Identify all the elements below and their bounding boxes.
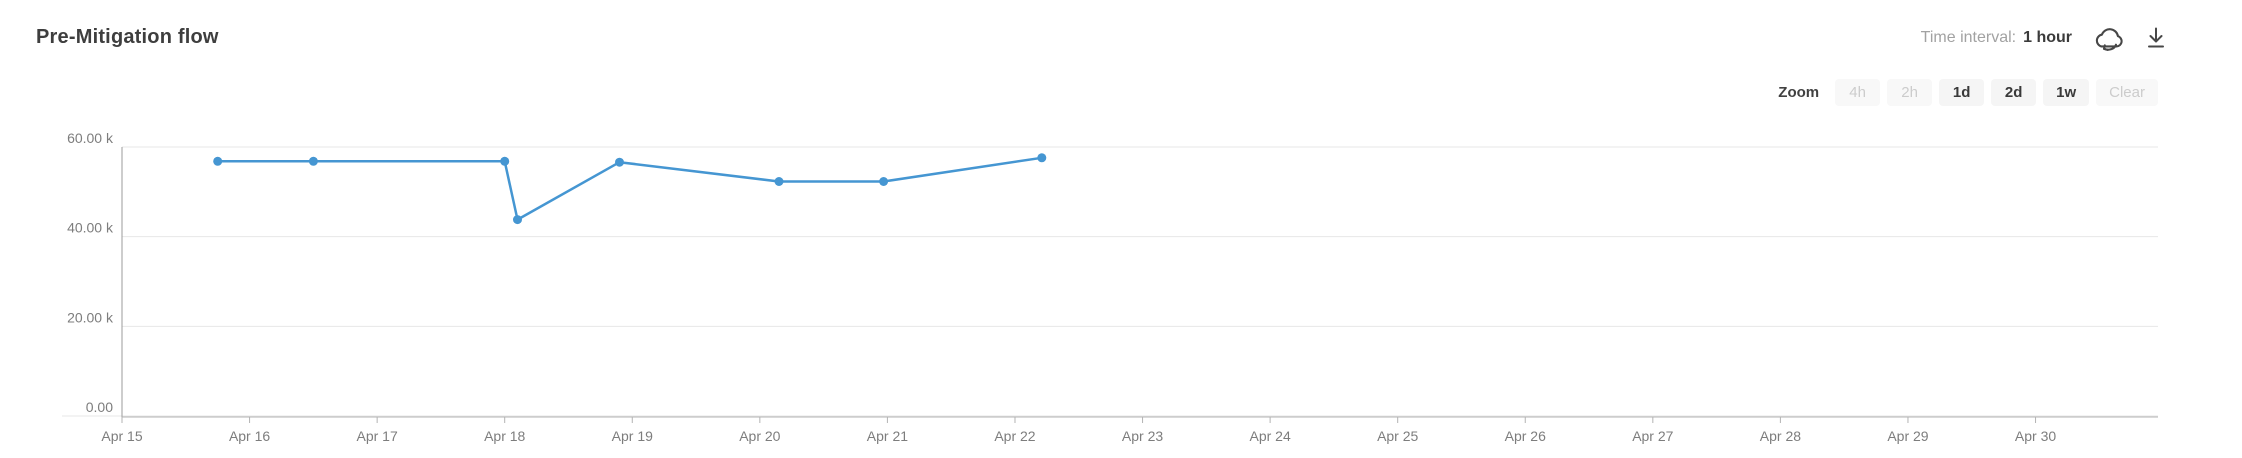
- y-axis-label: 0.00: [86, 399, 113, 415]
- zoom-button-clear: Clear: [2096, 78, 2158, 106]
- data-point-marker[interactable]: [879, 177, 889, 186]
- data-point-marker[interactable]: [774, 177, 784, 186]
- zoom-button-2d[interactable]: 2d: [1991, 78, 2037, 106]
- x-axis-label: Apr 20: [739, 428, 780, 444]
- x-axis-label: Apr 25: [1377, 428, 1418, 444]
- data-point-marker[interactable]: [308, 156, 318, 166]
- data-point-marker[interactable]: [615, 157, 624, 167]
- time-interval-value: 1 hour: [2023, 29, 2072, 46]
- zoom-button-1w[interactable]: 1w: [2043, 78, 2090, 106]
- zoom-button-1d[interactable]: 1d: [1939, 78, 1985, 106]
- time-interval: Time interval: 1 hour: [1921, 29, 2072, 47]
- cloud-sync-icon[interactable]: [2092, 25, 2125, 52]
- zoom-button-4h: 4h: [1835, 78, 1881, 106]
- data-point-marker[interactable]: [213, 156, 223, 166]
- x-axis-label: Apr 30: [2015, 428, 2056, 444]
- x-axis-label: Apr 26: [1505, 428, 1546, 444]
- x-axis-label: Apr 21: [867, 428, 908, 444]
- chart-toolbar: Time interval: 1 hour: [1921, 22, 2167, 54]
- y-axis-label: 20.00 k: [67, 309, 114, 325]
- zoom-controls: Zoom 4h 2h 1d 2d 1w Clear: [1778, 78, 2158, 106]
- x-axis-label: Apr 23: [1122, 428, 1163, 444]
- x-axis-label: Apr 22: [994, 428, 1035, 444]
- data-point-marker[interactable]: [513, 215, 522, 225]
- x-axis-label: Apr 24: [1249, 428, 1290, 444]
- data-point-marker[interactable]: [500, 156, 510, 166]
- zoom-button-2h: 2h: [1887, 78, 1933, 106]
- y-axis-label: 60.00 k: [67, 130, 114, 146]
- x-axis-label: Apr 15: [101, 428, 142, 444]
- x-axis-label: Apr 17: [357, 428, 398, 444]
- zoom-label: Zoom: [1778, 83, 1820, 101]
- page-title: Pre-Mitigation flow: [36, 26, 219, 48]
- x-axis-label: Apr 28: [1760, 428, 1801, 444]
- x-axis-label: Apr 27: [1632, 428, 1673, 444]
- x-axis-label: Apr 18: [484, 428, 525, 444]
- x-axis-label: Apr 29: [1887, 428, 1928, 444]
- x-axis-label: Apr 16: [229, 428, 270, 444]
- y-axis-label: 40.00 k: [67, 220, 114, 236]
- time-interval-label: Time interval:: [1920, 29, 2017, 46]
- download-icon[interactable]: [2145, 26, 2167, 51]
- x-axis-label: Apr 19: [612, 428, 653, 444]
- flow-line: [216, 156, 1044, 221]
- data-point-marker[interactable]: [1037, 153, 1047, 163]
